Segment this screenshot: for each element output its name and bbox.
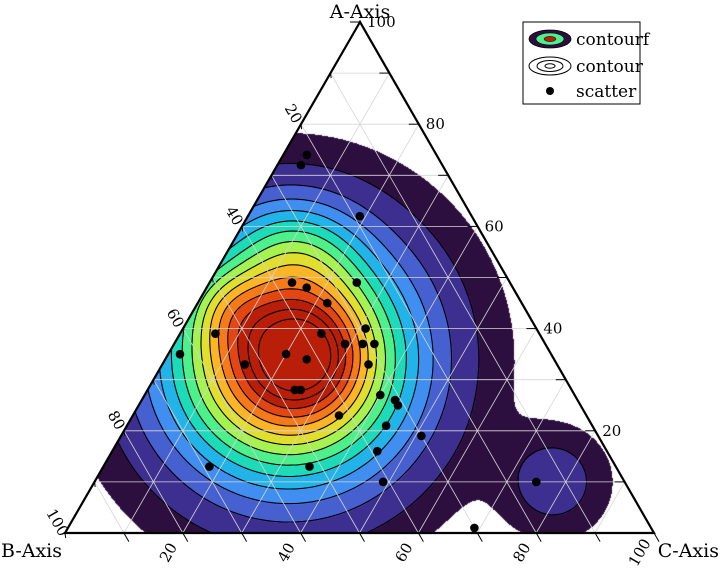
legend-contourf-icon	[528, 29, 572, 49]
b-axis-title: B-Axis	[1, 540, 62, 562]
grid-line	[123, 430, 184, 534]
c-axis-tick	[123, 532, 130, 542]
grid-line	[271, 175, 478, 534]
c-axis-tick	[241, 532, 248, 542]
grid-line	[535, 430, 596, 534]
c-axis-tick	[182, 532, 189, 542]
scatter-point	[532, 477, 541, 487]
scatter-point	[378, 477, 388, 487]
scatter-point	[334, 411, 344, 420]
scatter-point	[281, 349, 291, 359]
c-axis-tick	[535, 532, 542, 542]
scatter-point	[370, 339, 379, 349]
a-axis-title: A-Axis	[329, 1, 390, 23]
a-axis-tick-label: 40	[543, 320, 562, 338]
c-axis-tick	[476, 532, 483, 542]
c-axis-tick-label: 100	[625, 536, 655, 570]
b-axis-tick-label: 100	[42, 506, 72, 540]
scatter-point	[364, 360, 373, 369]
legend-scatter-label: scatter	[576, 82, 637, 102]
c-axis-tick	[653, 532, 660, 542]
scatter-point	[302, 355, 312, 364]
c-axis-tick-label: 40	[274, 540, 299, 566]
scatter-point	[323, 298, 332, 308]
scatter-point	[358, 339, 367, 349]
grid-line	[418, 328, 537, 534]
legend-contour-label: contour	[576, 57, 644, 77]
scatter-point	[381, 421, 391, 431]
b-axis-tick	[271, 175, 273, 181]
scatter-point	[373, 446, 382, 456]
scatter-point	[305, 462, 314, 471]
a-axis-tick-label: 100	[367, 13, 396, 31]
grid-line	[241, 175, 449, 534]
scatter-point	[175, 349, 185, 359]
b-axis-tick	[212, 277, 214, 283]
c-axis-tick-label: 20	[156, 540, 181, 566]
b-axis-tick	[241, 226, 244, 232]
c-axis-tick	[417, 532, 424, 542]
grid-line	[330, 72, 596, 534]
scatter-point	[205, 462, 214, 471]
legend: contourf contour scatter	[522, 21, 651, 105]
grid-line	[123, 72, 390, 534]
scatter-point	[340, 339, 350, 349]
grid-line	[153, 379, 243, 534]
grid-line	[212, 277, 360, 534]
contour-line-level-8	[200, 252, 378, 446]
scatter-point	[240, 360, 250, 369]
c-axis-tick	[359, 532, 365, 542]
scatter-point	[287, 278, 297, 287]
b-axis-tick	[64, 532, 67, 539]
b-axis-tick	[330, 73, 332, 79]
b-axis-tick	[300, 124, 303, 130]
grid-line	[94, 481, 125, 534]
b-axis-tick	[94, 481, 96, 487]
b-axis-tick	[182, 328, 185, 334]
scatter-points	[175, 150, 541, 533]
grid-line	[594, 481, 625, 534]
legend-contour-icon	[528, 56, 572, 76]
scatter-point	[417, 431, 426, 441]
grid-line	[476, 379, 567, 534]
scatter-point	[361, 324, 370, 333]
c-axis-tick-label: 80	[509, 540, 534, 566]
c-axis-tick-label: 60	[392, 540, 417, 566]
contour-line-level-7	[191, 240, 387, 456]
contour-lines	[98, 162, 588, 533]
scatter-point	[376, 390, 385, 400]
tick-marks	[64, 21, 660, 542]
a-axis-tick-label: 80	[426, 115, 445, 133]
scatter-point	[302, 150, 312, 160]
grid-line	[182, 328, 301, 534]
scatter-point	[355, 211, 365, 221]
c-axis-tick	[300, 532, 307, 542]
scatter-point	[296, 385, 306, 395]
a-axis-tick-label: 60	[485, 217, 504, 235]
scatter-point	[470, 523, 479, 533]
b-axis-tick	[153, 379, 155, 385]
legend-contourf-label: contourf	[576, 30, 651, 50]
scatter-point	[393, 401, 403, 410]
scatter-point	[296, 160, 306, 170]
scatter-point	[317, 329, 326, 339]
grid-line	[359, 277, 508, 534]
scatter-point	[211, 329, 220, 339]
c-axis-tick	[594, 532, 601, 542]
contour-line-level-11	[227, 288, 354, 418]
scatter-point	[352, 278, 362, 287]
scatter-point	[302, 283, 312, 293]
contour-line-level-10	[217, 276, 361, 427]
b-axis-tick	[123, 430, 126, 436]
a-axis-tick-label: 20	[602, 422, 621, 440]
legend-scatter-marker	[546, 87, 554, 95]
c-axis-title: C-Axis	[658, 540, 719, 562]
